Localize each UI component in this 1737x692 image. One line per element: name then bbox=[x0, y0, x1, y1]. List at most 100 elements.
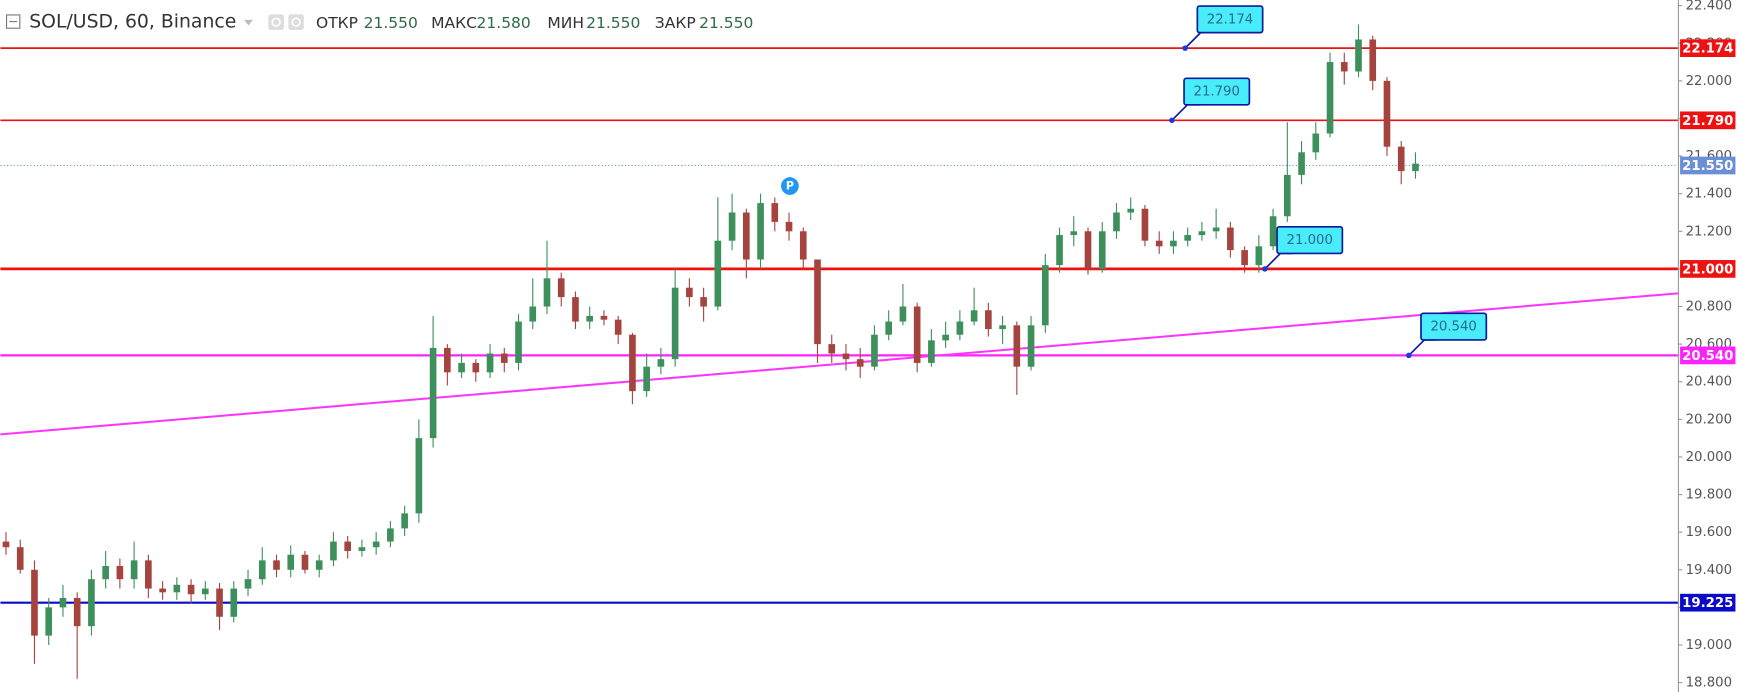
level-price-label: 20.540 bbox=[1682, 349, 1733, 364]
trendline bbox=[0, 292, 1678, 436]
candle-body bbox=[643, 366, 650, 392]
candle-body bbox=[116, 566, 124, 580]
candle-body bbox=[1227, 227, 1234, 251]
candle-body bbox=[956, 321, 964, 335]
plot-area bbox=[0, 24, 1678, 679]
candle-body bbox=[686, 287, 693, 298]
collapse-button[interactable] bbox=[5, 14, 21, 29]
event-marker-label: P bbox=[786, 180, 794, 193]
level-price-label: 19.225 bbox=[1682, 596, 1733, 611]
y-tick-label: 18.800 bbox=[1686, 676, 1732, 691]
candle-body bbox=[1013, 325, 1021, 367]
ohlc-label: МИН bbox=[547, 14, 584, 32]
alert-label: 21.000 bbox=[1287, 233, 1333, 248]
candle-body bbox=[614, 319, 622, 335]
alert-box bbox=[1276, 225, 1344, 255]
ohlc-value: 21.550 bbox=[364, 14, 418, 32]
candle-body bbox=[273, 560, 280, 570]
level-price-box bbox=[1680, 111, 1736, 130]
candle-body bbox=[201, 588, 209, 595]
candle-body bbox=[557, 278, 565, 298]
candle-body bbox=[885, 321, 893, 335]
candle-body bbox=[1383, 80, 1391, 147]
candle-body bbox=[444, 347, 451, 373]
candle-body bbox=[145, 560, 152, 589]
alert-anchor bbox=[1169, 117, 1175, 124]
candle-body bbox=[1284, 174, 1291, 217]
alert-anchor bbox=[1182, 45, 1188, 51]
candle-body bbox=[757, 203, 764, 260]
settings-icon[interactable] bbox=[268, 14, 284, 30]
candle-body bbox=[785, 221, 793, 232]
alert-label: 22.174 bbox=[1207, 12, 1253, 27]
candle-body bbox=[500, 353, 508, 363]
candle-body bbox=[59, 597, 67, 608]
ohlc-value: 21.550 bbox=[586, 14, 640, 32]
candle-body bbox=[1170, 240, 1177, 247]
ohlc-value: 21.550 bbox=[699, 14, 753, 32]
candle-body bbox=[73, 597, 81, 627]
candle-body bbox=[572, 297, 579, 322]
candle-body bbox=[970, 310, 978, 322]
candle-body bbox=[1070, 231, 1078, 236]
level-price-label: 22.174 bbox=[1682, 42, 1733, 57]
candle-body bbox=[928, 340, 935, 363]
ohlc-value: 21.580 bbox=[477, 14, 531, 32]
candle-body bbox=[1141, 208, 1149, 241]
candle-body bbox=[600, 315, 608, 320]
candle-body bbox=[1155, 240, 1163, 247]
candle-body bbox=[657, 359, 665, 367]
settings-glyph bbox=[271, 17, 281, 27]
candle-body bbox=[372, 541, 380, 548]
candle-body bbox=[344, 541, 352, 551]
candle-body bbox=[1184, 235, 1191, 241]
candle-body bbox=[728, 212, 736, 241]
candle-body bbox=[2, 541, 10, 548]
candle-body bbox=[16, 547, 24, 570]
candle-body bbox=[216, 588, 223, 617]
candle-body bbox=[700, 297, 707, 307]
candle-body bbox=[88, 579, 95, 627]
candle-body bbox=[842, 353, 850, 360]
candle-body bbox=[102, 566, 109, 580]
level-price-label: 21.000 bbox=[1682, 262, 1733, 277]
level-price-box bbox=[1680, 156, 1736, 175]
y-tick-label: 19.800 bbox=[1686, 488, 1732, 503]
candle-body bbox=[458, 362, 465, 373]
candle-body bbox=[1298, 152, 1305, 175]
candle-body bbox=[1056, 235, 1063, 266]
candle-body bbox=[415, 438, 423, 514]
candle-body bbox=[913, 306, 921, 363]
candle-body bbox=[401, 513, 408, 529]
level-price-label: 21.550 bbox=[1682, 159, 1733, 174]
candle-body bbox=[543, 278, 551, 307]
candle-body bbox=[871, 334, 878, 367]
candle-body bbox=[173, 584, 181, 593]
candle-body bbox=[799, 231, 807, 260]
candle-body bbox=[1084, 231, 1092, 269]
candle-body bbox=[130, 560, 138, 580]
y-tick-label: 19.600 bbox=[1686, 525, 1732, 540]
candle-body bbox=[230, 588, 238, 617]
candle-body bbox=[1198, 231, 1206, 236]
candle-body bbox=[1127, 208, 1135, 213]
candle-body bbox=[31, 569, 38, 636]
candle-body bbox=[899, 306, 907, 322]
candle-body bbox=[771, 203, 779, 222]
symbol-dropdown[interactable] bbox=[244, 19, 253, 26]
alert-label: 20.540 bbox=[1430, 320, 1476, 335]
candle-body bbox=[1098, 231, 1106, 269]
candle-body bbox=[1412, 163, 1419, 172]
y-tick-label: 20.200 bbox=[1686, 412, 1732, 427]
candle-body bbox=[472, 362, 480, 373]
level-price-label: 21.790 bbox=[1682, 114, 1733, 129]
candle-body bbox=[1212, 227, 1220, 232]
gear-icon[interactable] bbox=[288, 14, 304, 30]
candle-body bbox=[330, 541, 337, 561]
level-price-box bbox=[1680, 39, 1736, 57]
candle-body bbox=[258, 560, 266, 580]
candle-body bbox=[315, 560, 323, 570]
candle-body bbox=[1312, 133, 1320, 153]
candle-body bbox=[1241, 250, 1248, 266]
